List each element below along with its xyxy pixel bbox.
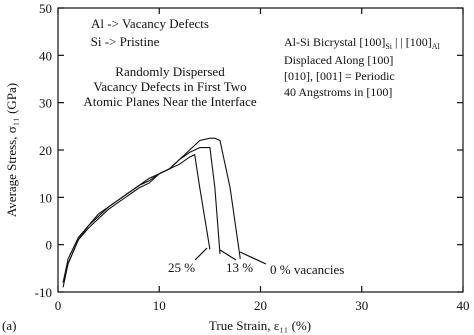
series-line [62,147,221,283]
y-tick-label: 30 [39,96,52,111]
annotation-part: Al-Si Bicrystal [100] [284,35,385,49]
y-tick-label: 10 [39,190,52,205]
annotation: [010], [001] = Periodic [284,69,395,83]
y-tick-label: 40 [39,48,52,63]
y-tick-label: 50 [39,1,52,16]
annotation: 40 Angstroms in [100] [284,85,392,99]
series-label: 13 % [226,260,253,275]
annotation: Atomic Planes Near the Interface [83,94,256,109]
x-tick-label: 30 [355,298,368,313]
annotation-part: | | [100] [392,35,432,49]
annotation: Displaced Along [100] [284,53,393,67]
annotation: Al -> Vacancy Defects [91,16,209,31]
panel-label: (a) [2,318,16,333]
annotation: Vacancy Defects in First Two [93,79,246,94]
annotation-part: Al [432,42,441,51]
plot-frame [57,7,464,293]
series-line [62,137,241,283]
y-tick-label: 20 [39,143,52,158]
x-tick-label: 20 [254,298,267,313]
y-tick-label: -10 [35,285,52,300]
series-line [62,153,211,288]
annotation-part: Si [385,42,392,51]
series-label: 0 % vacancies [270,262,344,277]
x-tick-label: 10 [153,298,166,313]
x-tick-label: 0 [55,298,62,313]
y-axis-label: Average Stress, σ₁₁ (GPa) [4,83,19,217]
arrow [219,249,237,261]
arrow [239,251,267,265]
series-label: 25 % [168,260,195,275]
annotation: Al-Si Bicrystal [100]Si | | [100]Al [284,35,441,51]
y-tick-label: 0 [46,238,53,253]
x-axis-label: True Strain, ε₁₁ (%) [209,318,311,333]
arrow [194,247,208,261]
annotation: Si -> Pristine [91,34,160,49]
x-tick-label: 40 [457,298,470,313]
annotation: Randomly Dispersed [115,64,225,79]
